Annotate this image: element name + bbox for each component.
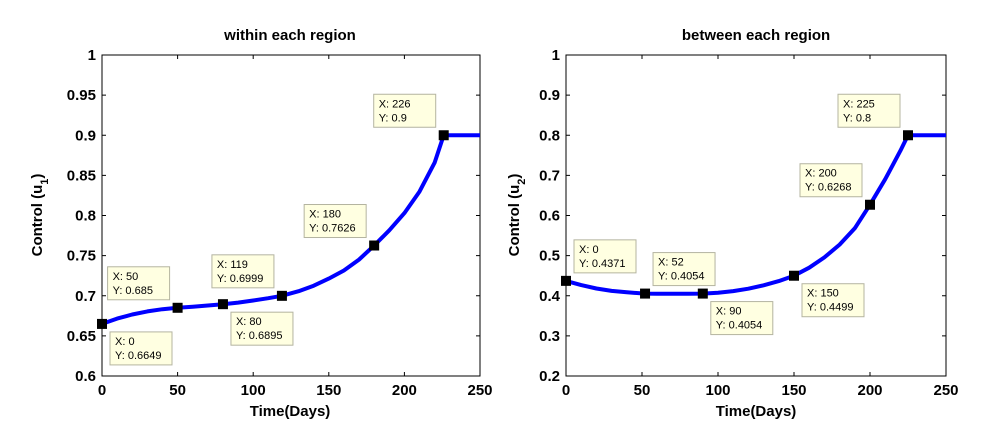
y-axis-label-close: ) xyxy=(29,174,46,179)
y-tick-label: 0.9 xyxy=(75,127,96,144)
chart-within-each-region: within each region Time(Days) Control (u… xyxy=(29,27,493,420)
datatip-box xyxy=(652,252,716,287)
datatip-box xyxy=(710,301,774,336)
datatip-y-text: Y: 0.685 xyxy=(113,285,153,297)
datatip-marker xyxy=(369,240,380,251)
datatip-x-text: X: 52 xyxy=(658,257,684,269)
datatip-marker xyxy=(217,299,228,310)
datatip-marker xyxy=(640,288,651,299)
datatip-marker xyxy=(789,270,799,281)
datatip-y-text: Y: 0.6268 xyxy=(805,182,852,194)
x-tick-label: 50 xyxy=(169,382,186,399)
y-tick-label: 0.6 xyxy=(539,208,560,225)
y-tick-label: 0.75 xyxy=(67,248,96,265)
datatip-y-text: Y: 0.4054 xyxy=(658,271,705,283)
datatip-x-text: X: 0 xyxy=(579,244,599,256)
plot-area: 0 50 100 150 200 250 0.6 0.65 0.7 0.75 0.8 0.85 0.9 0… xyxy=(67,47,493,399)
x-tick-label: 150 xyxy=(316,382,341,399)
y-tick-label: 0.2 xyxy=(539,368,560,385)
y-axis-label-subscript: 1 xyxy=(39,179,51,185)
datatip-marker xyxy=(97,318,107,329)
y-axis-label-close: ) xyxy=(506,174,523,179)
y-tick-label: 0.5 xyxy=(539,248,560,265)
datatip-y-text: Y: 0.4054 xyxy=(716,320,763,332)
chart-between-each-region: between each region Time(Days) Control (… xyxy=(506,27,959,420)
x-tick-label: 50 xyxy=(634,382,651,399)
datatip-x-text: X: 0 xyxy=(115,336,135,348)
y-tick-label: 0.4 xyxy=(539,288,561,305)
x-tick-label: 0 xyxy=(562,382,570,399)
y-axis-label-text: Control (u xyxy=(506,185,523,257)
datatip-box xyxy=(573,239,637,274)
datatip-box xyxy=(373,93,437,128)
datatip-marker xyxy=(438,130,449,141)
datatip-box xyxy=(799,163,863,198)
x-tick-label: 150 xyxy=(781,382,806,399)
datatip-y-text: Y: 0.7626 xyxy=(309,223,356,235)
y-tick-label: 0.8 xyxy=(75,208,96,225)
datatip-box xyxy=(107,266,171,301)
datatip-box xyxy=(230,311,294,346)
y-tick-label: 0.7 xyxy=(75,288,96,305)
datatip-box xyxy=(801,283,865,318)
y-tick-label: 0.95 xyxy=(67,87,96,104)
datatip-marker xyxy=(561,275,571,286)
y-axis-label: Control (u1) xyxy=(29,174,51,257)
x-tick-label: 200 xyxy=(392,382,417,399)
y-axis-label-subscript: 2 xyxy=(516,179,528,185)
datatip-y-text: Y: 0.8 xyxy=(843,112,871,124)
datatip-marker xyxy=(903,130,913,141)
datatip-box xyxy=(837,93,901,128)
datatip-x-text: X: 225 xyxy=(843,98,875,110)
series-line xyxy=(565,133,946,296)
y-tick-label: 1 xyxy=(88,47,96,64)
x-axis-label: Time(Days) xyxy=(250,403,331,420)
y-axis-label-text: Control (u xyxy=(29,185,46,257)
datatip-x-text: X: 80 xyxy=(236,316,262,328)
x-axis-label: Time(Days) xyxy=(716,403,797,420)
datatip-marker xyxy=(697,288,708,299)
x-tick-label: 100 xyxy=(705,382,730,399)
x-tick-label: 200 xyxy=(857,382,882,399)
y-tick-label: 0.8 xyxy=(539,127,560,144)
x-tick-label: 100 xyxy=(241,382,266,399)
datatip-x-text: X: 200 xyxy=(805,168,837,180)
datatip-x-text: X: 180 xyxy=(309,209,341,221)
datatip-x-text: X: 226 xyxy=(379,98,411,110)
y-tick-label: 0.7 xyxy=(539,167,560,184)
datatip-x-text: X: 90 xyxy=(716,306,742,318)
y-tick-label: 0.85 xyxy=(67,167,96,184)
y-tick-label: 0.9 xyxy=(539,87,560,104)
x-tick-label: 250 xyxy=(933,382,958,399)
datatip-box xyxy=(211,254,275,289)
chart-title: between each region xyxy=(682,27,830,44)
datatip-box xyxy=(303,204,367,239)
x-tick-label: 250 xyxy=(467,382,492,399)
y-tick-label: 1 xyxy=(552,47,560,64)
datatip-marker xyxy=(172,302,183,313)
x-tick-label: 0 xyxy=(98,382,106,399)
y-tick-label: 0.3 xyxy=(539,328,560,345)
y-tick-label: 0.6 xyxy=(75,368,96,385)
y-axis-label: Control (u2) xyxy=(506,174,528,257)
datatip-marker xyxy=(865,199,875,210)
datatip-box xyxy=(109,331,173,366)
datatip-x-text: X: 50 xyxy=(113,271,139,283)
datatip-x-text: X: 119 xyxy=(217,259,248,271)
datatip-x-text: X: 150 xyxy=(807,288,839,300)
datatip-y-text: Y: 0.9 xyxy=(379,112,407,124)
plot-area: 0 50 100 150 200 250 0.2 0.3 0.4 0.5 0.6 0.7 0.8 0.9 1… xyxy=(539,47,958,399)
datatip-y-text: Y: 0.6895 xyxy=(236,330,283,342)
datatip-y-text: Y: 0.4499 xyxy=(807,302,854,314)
datatip-y-text: Y: 0.6649 xyxy=(115,350,162,362)
datatip-y-text: Y: 0.4371 xyxy=(579,258,626,270)
datatip-y-text: Y: 0.6999 xyxy=(217,273,263,285)
datatip-marker xyxy=(276,290,287,301)
y-tick-label: 0.65 xyxy=(67,328,96,345)
series-line xyxy=(101,133,480,326)
chart-title: within each region xyxy=(223,27,356,44)
